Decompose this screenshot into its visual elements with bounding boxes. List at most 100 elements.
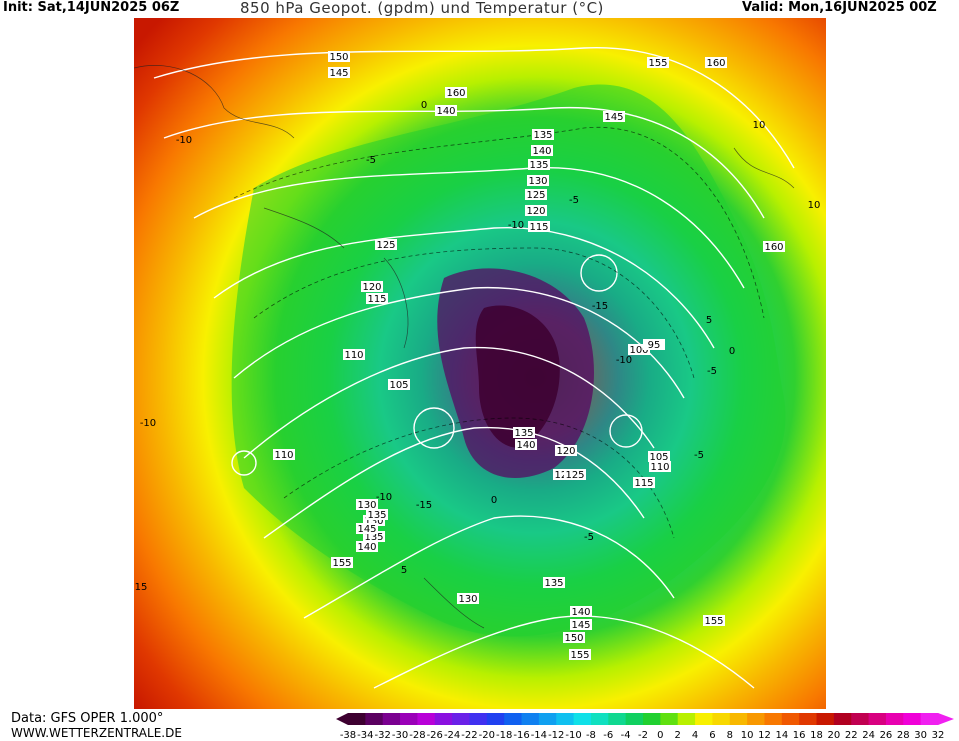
contour-label-bg — [527, 175, 549, 186]
colorbar-tick-label: 22 — [845, 730, 858, 741]
contour-label: 130 — [357, 500, 376, 511]
contour-label: 115 — [367, 294, 386, 305]
colorbar-tick-label: -18 — [496, 730, 512, 741]
contour-label: 140 — [357, 542, 376, 553]
colorbar-tick-label: -16 — [513, 730, 529, 741]
contour-label-bg — [366, 509, 388, 520]
colorbar-swatch — [382, 713, 401, 725]
colorbar-tick-label: -10 — [565, 730, 581, 741]
colorbar-tick-label: -28 — [409, 730, 425, 741]
contour-label: 140 — [516, 440, 535, 451]
colorbar-swatch — [590, 713, 609, 725]
isotherm-label: -15 — [592, 301, 608, 312]
colorbar-tick-label: 2 — [675, 730, 681, 741]
contour-label: 140 — [436, 106, 455, 117]
contour-label-bg — [647, 57, 669, 68]
colorbar-swatch — [608, 713, 627, 725]
colorbar-swatch — [695, 713, 713, 725]
isotherm-label: -5 — [694, 450, 704, 461]
colorbar-tick-label: -2 — [638, 730, 648, 741]
contour-label-bg — [457, 593, 479, 604]
colorbar-tick-label: -22 — [461, 730, 477, 741]
contour-label-bg — [563, 632, 585, 643]
isotherm-label: -10 — [140, 418, 156, 429]
contour-label: 135 — [364, 532, 383, 543]
contour-label-bg — [513, 427, 535, 438]
isotherm-label: 0 — [491, 495, 497, 506]
colorbar: -38 -34 -32 -30 -28 -26 -24 -22 -20 -18 -16 -14 -12-… — [336, 713, 954, 741]
contour-label-bg — [273, 449, 295, 460]
colorbar-tick-label: -32 — [375, 730, 391, 741]
colorbar-swatch — [625, 713, 644, 725]
contour-label-bg — [445, 87, 467, 98]
contour-label: 130 — [458, 594, 477, 605]
contour-label-bg — [648, 451, 670, 462]
contour-label: 105 — [649, 452, 668, 463]
cold-core-center — [475, 305, 560, 448]
contour-label-bg — [628, 344, 650, 355]
contour-label: 100 — [629, 345, 648, 356]
colorbar-swatch — [573, 713, 592, 725]
isotherm-label: 10 — [753, 120, 766, 131]
contour-label-bg — [763, 241, 785, 252]
colorbar-tick-label: 0 — [657, 730, 663, 741]
contour-label: 120 — [526, 206, 545, 217]
contour-label-bg — [361, 281, 383, 292]
isotherm-label: -10 — [176, 135, 192, 146]
colorbar-swatch — [712, 713, 731, 725]
contour-label: 155 — [570, 650, 589, 661]
contour-label: 135 — [367, 510, 386, 521]
contour-label: 150 — [329, 52, 348, 63]
contour-label: 110 — [274, 450, 293, 461]
colorbar-swatch — [365, 713, 384, 725]
colorbar-swatch — [920, 713, 939, 725]
contour-label: 110 — [650, 462, 669, 473]
colorbar-tick-label: 18 — [810, 730, 823, 741]
colorbar-tick-label: -24 — [444, 730, 460, 741]
contour-label: 160 — [764, 242, 783, 253]
geopotential-contours — [153, 47, 795, 689]
colorbar-arrow-low — [336, 713, 348, 725]
contour-label: 145 — [571, 620, 590, 631]
colorbar-swatch — [348, 713, 366, 725]
contour-label-bg — [435, 105, 457, 116]
contour-label: 115 — [529, 222, 548, 233]
colorbar-swatch — [521, 713, 540, 725]
init-time: Init: Sat,14JUN2025 06Z — [3, 0, 180, 15]
contour-label: 95 — [648, 340, 661, 351]
colorbar-swatch — [660, 713, 679, 725]
colorbar-swatch — [452, 713, 470, 725]
contour-label-bg — [531, 145, 553, 156]
colorbar-swatch — [764, 713, 783, 725]
isotherm-label: -10 — [616, 355, 632, 366]
colorbar-swatch — [556, 713, 575, 725]
colorbar-tick-label: 20 — [828, 730, 841, 741]
contour-label: 120 — [362, 282, 381, 293]
colorbar-swatch — [885, 713, 904, 725]
contour-label: 135 — [529, 160, 548, 171]
isotherm-label: -5 — [707, 366, 717, 377]
contour-label: 155 — [648, 58, 667, 69]
colorbar-tick-label: 28 — [897, 730, 910, 741]
colorbar-tick-label: 26 — [880, 730, 893, 741]
colorbar-swatch — [903, 713, 922, 725]
colorbar-swatch — [643, 713, 661, 725]
contour-label: 155 — [332, 558, 351, 569]
colorbar-tick-label: -6 — [603, 730, 613, 741]
colorbar-tick-label: -20 — [479, 730, 495, 741]
contour-label-bg — [343, 349, 365, 360]
colorbar-swatch — [677, 713, 696, 725]
contour-label: 130 — [364, 516, 383, 527]
contour-label: 115 — [634, 478, 653, 489]
contour-label-bg — [525, 205, 547, 216]
contour-label-bg — [633, 477, 655, 488]
contour-label-bg — [569, 649, 591, 660]
colorbar-tick-label: -26 — [427, 730, 443, 741]
contour-label: 125 — [376, 240, 395, 251]
contour-label-bg — [328, 51, 350, 62]
contour-label-bg — [356, 523, 378, 534]
isotherm-label: 10 — [808, 200, 821, 211]
colorbar-swatch — [504, 713, 523, 725]
contour-label: 135 — [533, 130, 552, 141]
colorbar-swatch — [833, 713, 852, 725]
